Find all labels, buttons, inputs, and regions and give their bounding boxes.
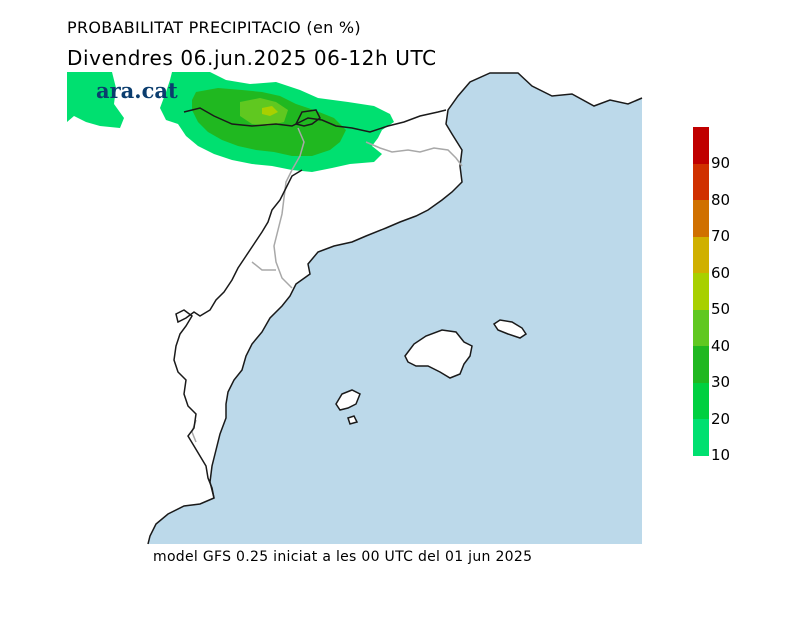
legend-swatch: [693, 127, 709, 164]
legend-swatch: [693, 346, 709, 383]
legend-tick-label: 20: [711, 409, 731, 428]
sea-area: [148, 73, 642, 544]
legend-swatch: [693, 382, 709, 419]
legend-tick-label: 40: [711, 336, 731, 355]
precip-10: [67, 72, 124, 128]
province-outline: [173, 169, 303, 499]
legend-tick-label: 30: [711, 373, 731, 391]
ara-cat-logo: ara.cat: [96, 78, 178, 103]
coastline: [147, 72, 643, 545]
chart-title: PROBABILITAT PRECIPITACIO (en %): [67, 18, 361, 37]
legend-tick-label: 10: [711, 446, 731, 464]
eivissa-island: [335, 389, 361, 411]
legend-tick-label: 70: [711, 227, 731, 245]
legend-swatch: [693, 236, 709, 273]
legend-tick-label: 80: [711, 190, 731, 209]
region-border: [251, 261, 276, 271]
legend-swatch: [693, 200, 709, 237]
color-legend: [693, 127, 709, 456]
legend-tick-label: 90: [711, 154, 731, 172]
legend-swatch: [693, 419, 709, 456]
legend-swatch: [693, 273, 709, 310]
legend-tick-label: 60: [711, 263, 731, 282]
national-border: [183, 107, 447, 133]
region-border: [365, 141, 463, 167]
model-info: model GFS 0.25 iniciat a les 00 UTC del …: [153, 549, 533, 565]
precip-40: [262, 106, 278, 116]
mallorca-island: [404, 329, 473, 379]
andorra-border: [294, 109, 321, 127]
forecast-period: Divendres 06.jun.2025 06-12h UTC: [67, 46, 437, 70]
legend-tick-label: 50: [711, 300, 731, 318]
legend-swatch: [693, 163, 709, 200]
region-border: [273, 127, 305, 289]
formentera-island: [347, 415, 359, 425]
menorca-island: [492, 319, 528, 339]
legend-swatch: [693, 309, 709, 346]
